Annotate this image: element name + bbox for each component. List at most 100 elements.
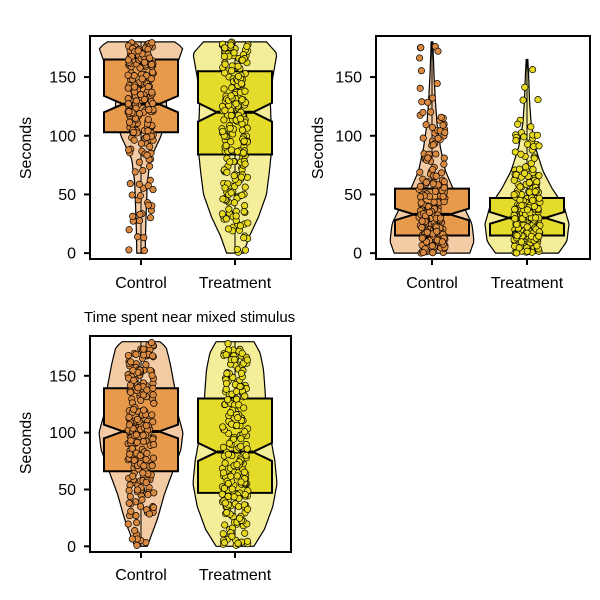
- data-point: [127, 436, 135, 445]
- data-point: [148, 60, 156, 69]
- data-point: [131, 527, 139, 535]
- data-point: [145, 106, 153, 114]
- data-point: [221, 459, 229, 467]
- y-axis-title: Seconds: [18, 412, 35, 474]
- data-point: [534, 96, 542, 104]
- data-point: [140, 406, 148, 414]
- data-point: [140, 234, 148, 242]
- data-point: [140, 462, 148, 470]
- data-point: [427, 108, 435, 116]
- data-point: [224, 479, 232, 488]
- data-point: [416, 193, 425, 201]
- data-point: [144, 182, 152, 190]
- data-point: [510, 191, 518, 199]
- data-point: [130, 456, 138, 465]
- data-point: [425, 208, 434, 216]
- box-treatment: [197, 397, 273, 494]
- data-point: [230, 493, 238, 501]
- data-point: [228, 67, 236, 75]
- data-point: [149, 418, 157, 426]
- data-point: [125, 246, 133, 254]
- data-point: [221, 184, 229, 192]
- data-point: [144, 491, 152, 499]
- data-point: [232, 387, 241, 396]
- y-tick-label: 100: [335, 128, 362, 145]
- data-point: [142, 361, 150, 369]
- data-point: [137, 502, 145, 511]
- data-point: [228, 532, 236, 540]
- panel-frame: [375, 35, 591, 260]
- data-point: [535, 194, 543, 202]
- data-point: [434, 134, 442, 142]
- data-point: [148, 39, 156, 47]
- plot-area: 0 50 100 150: [335, 35, 591, 265]
- data-point: [133, 438, 141, 446]
- data-point: [227, 146, 236, 154]
- data-point: [149, 454, 158, 462]
- data-point: [127, 358, 135, 366]
- x-tick-label-treatment: Treatment: [199, 275, 272, 292]
- data-point: [221, 60, 229, 68]
- data-point: [226, 409, 235, 417]
- data-point: [523, 223, 531, 231]
- data-point: [136, 452, 144, 460]
- data-point: [133, 519, 141, 527]
- data-point: [150, 503, 158, 512]
- data-point: [436, 214, 445, 222]
- data-point: [135, 217, 144, 225]
- data-point: [220, 539, 229, 547]
- y-axis-title: Seconds: [18, 117, 35, 179]
- data-point: [227, 111, 235, 120]
- data-point: [517, 150, 525, 158]
- y-tick-label: 0: [67, 539, 76, 556]
- data-point: [222, 215, 230, 223]
- data-point: [219, 443, 227, 451]
- data-point: [417, 199, 425, 207]
- data-point: [432, 172, 440, 180]
- panel-negative: Time spent near negative s Seconds 0 50 10…: [310, 35, 591, 292]
- data-point: [523, 206, 531, 214]
- data-point: [220, 484, 228, 492]
- data-point: [124, 100, 132, 108]
- data-point: [220, 52, 228, 61]
- data-point: [235, 502, 243, 511]
- data-point: [241, 529, 249, 537]
- data-point: [137, 139, 145, 148]
- data-point: [224, 340, 232, 348]
- data-point: [515, 165, 524, 173]
- data-point: [144, 127, 152, 135]
- data-point: [147, 75, 155, 83]
- data-point: [529, 165, 537, 174]
- data-point: [148, 88, 156, 96]
- data-point: [235, 401, 243, 409]
- data-point: [416, 168, 424, 176]
- data-point: [238, 126, 247, 134]
- data-point: [226, 124, 234, 132]
- data-point: [124, 56, 132, 64]
- data-point: [424, 98, 432, 106]
- data-point: [227, 41, 235, 49]
- panel-title-text: Time spent near mixed stimulus: [84, 309, 295, 326]
- y-axis-title: Seconds: [310, 117, 327, 179]
- data-point: [236, 222, 244, 230]
- data-point: [241, 246, 250, 254]
- data-point: [237, 442, 245, 450]
- data-point: [220, 85, 228, 93]
- data-point: [138, 496, 146, 504]
- data-point: [429, 165, 437, 174]
- data-point: [230, 356, 238, 364]
- data-point: [132, 97, 140, 105]
- data-point: [237, 80, 246, 88]
- data-point: [125, 499, 133, 507]
- data-point: [520, 133, 528, 141]
- data-point: [223, 168, 231, 176]
- data-point: [128, 445, 136, 453]
- data-point: [511, 205, 519, 213]
- data-point: [130, 83, 139, 91]
- data-point: [519, 96, 527, 104]
- data-point: [232, 212, 240, 220]
- data-point: [243, 537, 252, 545]
- data-point: [222, 385, 230, 393]
- data-point: [143, 449, 151, 457]
- data-point: [140, 95, 148, 104]
